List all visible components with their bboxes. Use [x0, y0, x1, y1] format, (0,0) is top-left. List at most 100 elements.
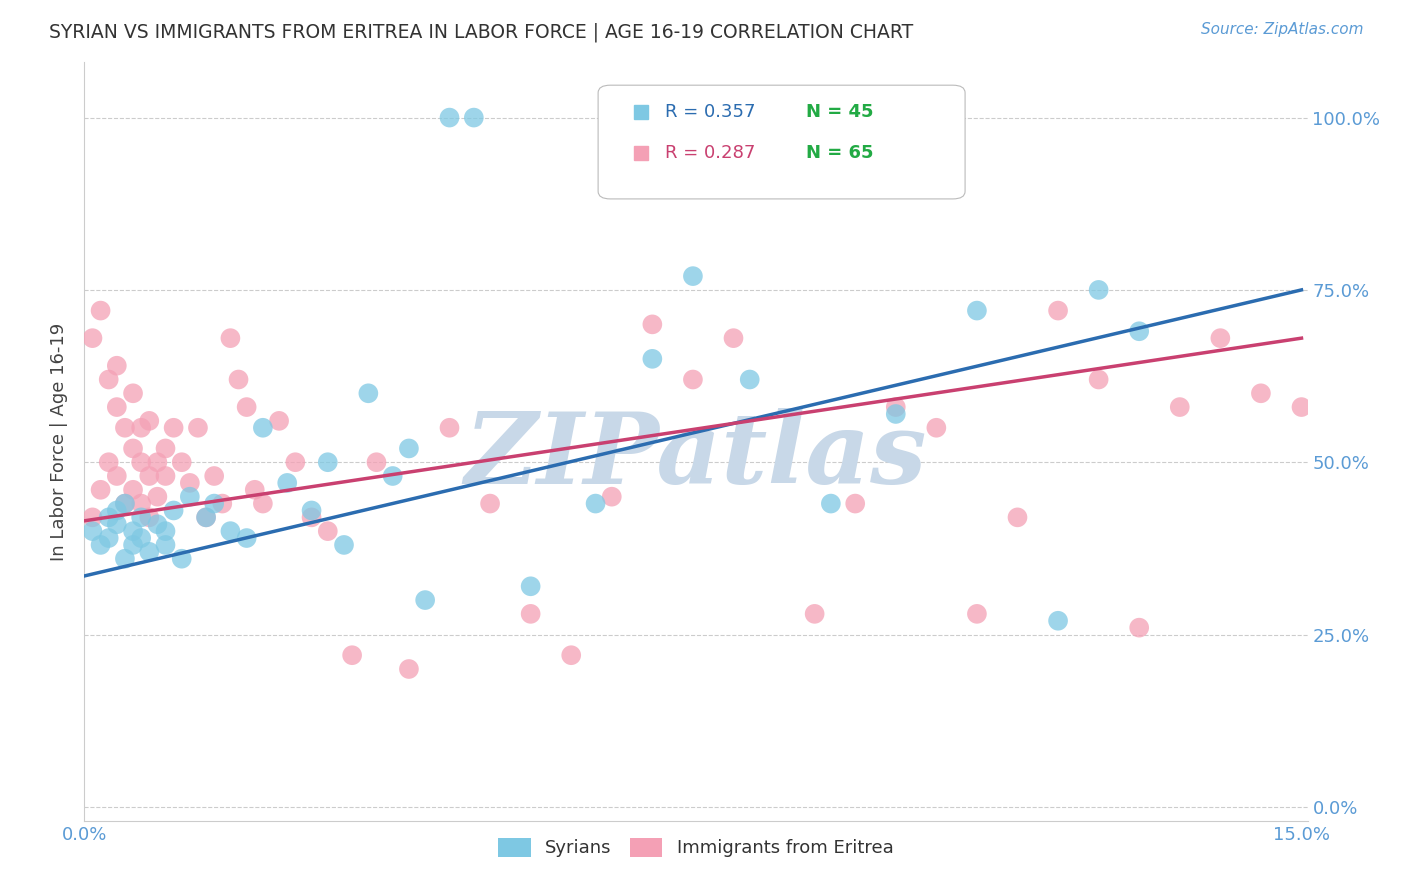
- Point: [1007, 510, 1029, 524]
- Point: [1128, 621, 1150, 635]
- Point: [155, 442, 177, 456]
- Point: [82, 510, 104, 524]
- Point: [479, 497, 502, 511]
- Point: [187, 421, 209, 435]
- Point: [357, 386, 380, 401]
- Point: [179, 490, 201, 504]
- Point: [1250, 386, 1272, 401]
- Point: [129, 531, 152, 545]
- Point: [284, 455, 307, 469]
- Text: Source: ZipAtlas.com: Source: ZipAtlas.com: [1201, 22, 1364, 37]
- Point: [202, 497, 225, 511]
- Point: [122, 524, 145, 538]
- Point: [170, 455, 193, 469]
- Point: [1047, 614, 1070, 628]
- Point: [1291, 400, 1313, 414]
- Point: [202, 469, 225, 483]
- Point: [97, 531, 120, 545]
- Point: [439, 421, 461, 435]
- Point: [252, 497, 274, 511]
- Point: [884, 400, 907, 414]
- Point: [1087, 283, 1109, 297]
- Point: [439, 111, 461, 125]
- Point: [82, 331, 104, 345]
- Point: [97, 372, 120, 386]
- Point: [600, 490, 623, 504]
- Text: R = 0.357: R = 0.357: [665, 103, 756, 120]
- Y-axis label: In Labor Force | Age 16-19: In Labor Force | Age 16-19: [51, 322, 69, 561]
- Point: [122, 386, 145, 401]
- Point: [170, 551, 193, 566]
- Point: [146, 455, 169, 469]
- Point: [301, 503, 323, 517]
- Point: [179, 475, 201, 490]
- Point: [966, 607, 988, 621]
- Point: [138, 414, 160, 428]
- Point: [235, 400, 257, 414]
- Point: [340, 648, 363, 663]
- Point: [114, 497, 136, 511]
- Point: [381, 469, 404, 483]
- Point: [519, 579, 541, 593]
- Point: [560, 648, 582, 663]
- Point: [228, 372, 250, 386]
- Point: [122, 538, 145, 552]
- Point: [138, 510, 160, 524]
- Point: [90, 303, 112, 318]
- Point: [316, 455, 339, 469]
- Point: [105, 469, 128, 483]
- Point: [114, 497, 136, 511]
- Point: [723, 331, 745, 345]
- Point: [235, 531, 257, 545]
- Point: [129, 421, 152, 435]
- Point: [276, 475, 298, 490]
- Point: [585, 497, 607, 511]
- Point: [243, 483, 266, 497]
- Point: [682, 372, 704, 386]
- Point: [269, 414, 291, 428]
- Text: ZIPatlas: ZIPatlas: [465, 409, 927, 505]
- Point: [301, 510, 323, 524]
- Point: [219, 524, 242, 538]
- Point: [122, 442, 145, 456]
- Point: [105, 503, 128, 517]
- Point: [738, 372, 761, 386]
- Point: [97, 455, 120, 469]
- Point: [966, 303, 988, 318]
- Point: [155, 469, 177, 483]
- Point: [114, 421, 136, 435]
- Text: N = 65: N = 65: [806, 145, 873, 162]
- Point: [519, 607, 541, 621]
- Point: [105, 359, 128, 373]
- Point: [195, 510, 218, 524]
- Point: [219, 331, 242, 345]
- Point: [138, 469, 160, 483]
- Point: [162, 421, 184, 435]
- Point: [1168, 400, 1191, 414]
- Text: N = 45: N = 45: [806, 103, 873, 120]
- Point: [90, 538, 112, 552]
- Point: [641, 351, 664, 366]
- Point: [97, 510, 120, 524]
- Point: [1209, 331, 1232, 345]
- Point: [252, 421, 274, 435]
- Point: [146, 517, 169, 532]
- Point: [90, 483, 112, 497]
- Point: [398, 442, 420, 456]
- Point: [641, 318, 664, 332]
- Point: [413, 593, 436, 607]
- Point: [820, 497, 842, 511]
- Point: [138, 545, 160, 559]
- Legend: Syrians, Immigrants from Eritrea: Syrians, Immigrants from Eritrea: [491, 830, 901, 864]
- Point: [146, 490, 169, 504]
- Point: [211, 497, 233, 511]
- Point: [398, 662, 420, 676]
- Point: [925, 421, 948, 435]
- FancyBboxPatch shape: [598, 85, 965, 199]
- Point: [333, 538, 356, 552]
- Point: [316, 524, 339, 538]
- Point: [129, 510, 152, 524]
- Point: [1331, 372, 1354, 386]
- Text: SYRIAN VS IMMIGRANTS FROM ERITREA IN LABOR FORCE | AGE 16-19 CORRELATION CHART: SYRIAN VS IMMIGRANTS FROM ERITREA IN LAB…: [49, 22, 914, 42]
- Point: [82, 524, 104, 538]
